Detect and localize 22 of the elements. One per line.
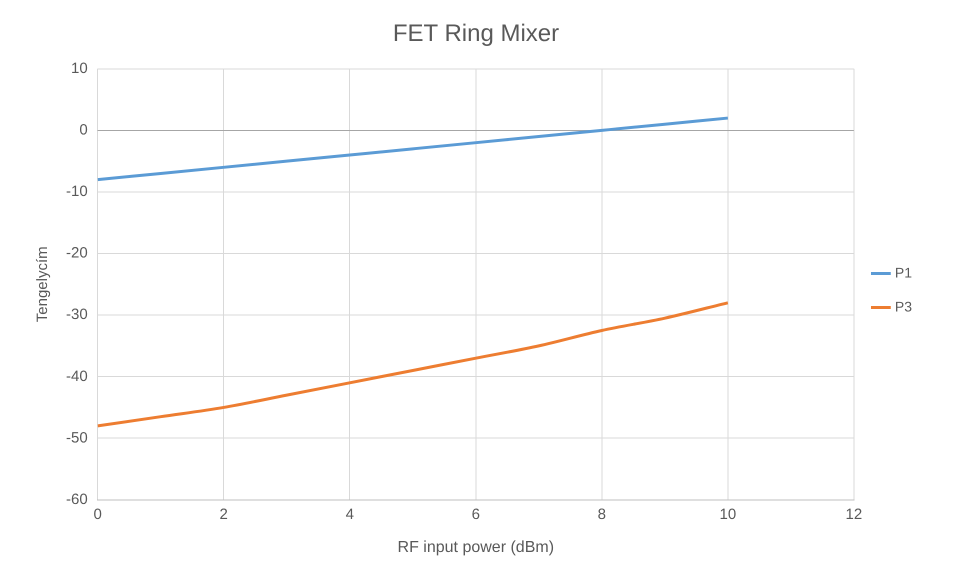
y-tick-label: 10 bbox=[70, 60, 88, 77]
x-tick-label: 8 bbox=[598, 506, 606, 523]
y-tick-label: -40 bbox=[66, 368, 88, 385]
legend-label: P3 bbox=[894, 298, 912, 314]
legend-label: P1 bbox=[894, 264, 912, 280]
x-tick-label: 10 bbox=[720, 506, 736, 523]
chart-title: FET Ring Mixer bbox=[392, 20, 560, 48]
y-axis-title: Tengelycím bbox=[34, 246, 52, 322]
y-tick-label: -30 bbox=[66, 306, 88, 324]
x-tick-label: 0 bbox=[94, 506, 102, 523]
line-series bbox=[98, 116, 730, 182]
x-tick-label: 12 bbox=[846, 506, 862, 523]
x-tick-label: 4 bbox=[346, 506, 354, 523]
y-tick-label: 0 bbox=[79, 122, 88, 139]
x-tick-label: 2 bbox=[220, 506, 228, 523]
y-tick-label: -20 bbox=[66, 244, 88, 262]
x-axis-title: RF input power (dBm) bbox=[398, 538, 554, 556]
y-tick-label: -50 bbox=[66, 429, 88, 446]
x-tick-label: 6 bbox=[472, 506, 480, 523]
line-series bbox=[98, 301, 730, 428]
y-tick-label: -10 bbox=[66, 183, 88, 200]
y-tick-label: -60 bbox=[66, 490, 88, 508]
